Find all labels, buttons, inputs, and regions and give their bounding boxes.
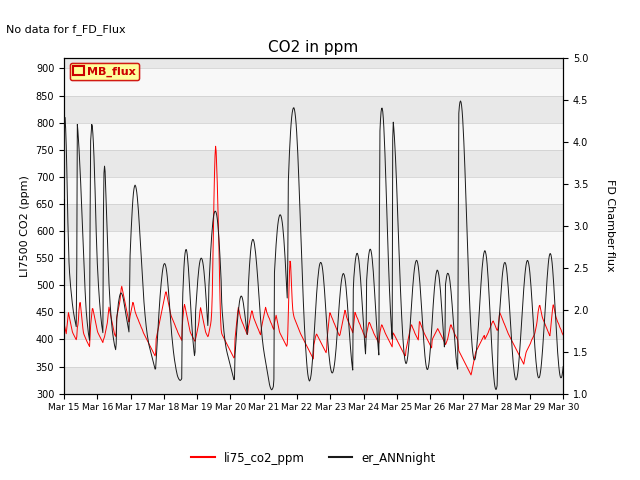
Title: CO2 in ppm: CO2 in ppm <box>268 40 359 55</box>
Bar <box>64 58 563 69</box>
er_ANNnight <box>559 364 567 370</box>
er_ANNnight <box>436 288 444 294</box>
li75_co2_ppm <box>436 331 444 337</box>
Bar <box>64 285 563 312</box>
Bar <box>64 96 563 122</box>
li75_co2_ppm <box>190 336 198 342</box>
er_ANNnight <box>190 348 198 354</box>
Bar <box>64 69 563 96</box>
Bar <box>64 177 563 204</box>
er_ANNnight <box>115 300 122 306</box>
li75_co2_ppm <box>60 320 68 326</box>
Bar <box>64 312 563 339</box>
Bar <box>64 122 563 150</box>
er_ANNnight <box>492 387 500 393</box>
Line: er_ANNnight: er_ANNnight <box>64 101 563 390</box>
Bar <box>64 367 563 394</box>
Y-axis label: FD Chamber flux: FD Chamber flux <box>605 180 615 272</box>
er_ANNnight <box>416 281 424 287</box>
li75_co2_ppm <box>212 144 220 149</box>
Bar <box>64 339 563 367</box>
li75_co2_ppm <box>115 306 122 312</box>
Legend: MB_flux: MB_flux <box>70 63 140 80</box>
Y-axis label: LI7500 CO2 (ppm): LI7500 CO2 (ppm) <box>20 175 30 276</box>
Bar <box>64 150 563 177</box>
er_ANNnight <box>456 98 464 104</box>
er_ANNnight <box>268 387 275 393</box>
Bar <box>64 204 563 231</box>
Text: No data for f_FD_Flux: No data for f_FD_Flux <box>6 24 126 35</box>
li75_co2_ppm <box>492 325 500 331</box>
er_ANNnight <box>274 222 282 228</box>
li75_co2_ppm <box>467 372 475 378</box>
Line: li75_co2_ppm: li75_co2_ppm <box>64 146 563 375</box>
Bar <box>64 258 563 285</box>
Legend: li75_co2_ppm, er_ANNnight: li75_co2_ppm, er_ANNnight <box>186 447 441 469</box>
li75_co2_ppm <box>559 332 567 338</box>
er_ANNnight <box>60 196 68 202</box>
li75_co2_ppm <box>416 319 424 325</box>
li75_co2_ppm <box>274 321 282 326</box>
Bar <box>64 231 563 258</box>
